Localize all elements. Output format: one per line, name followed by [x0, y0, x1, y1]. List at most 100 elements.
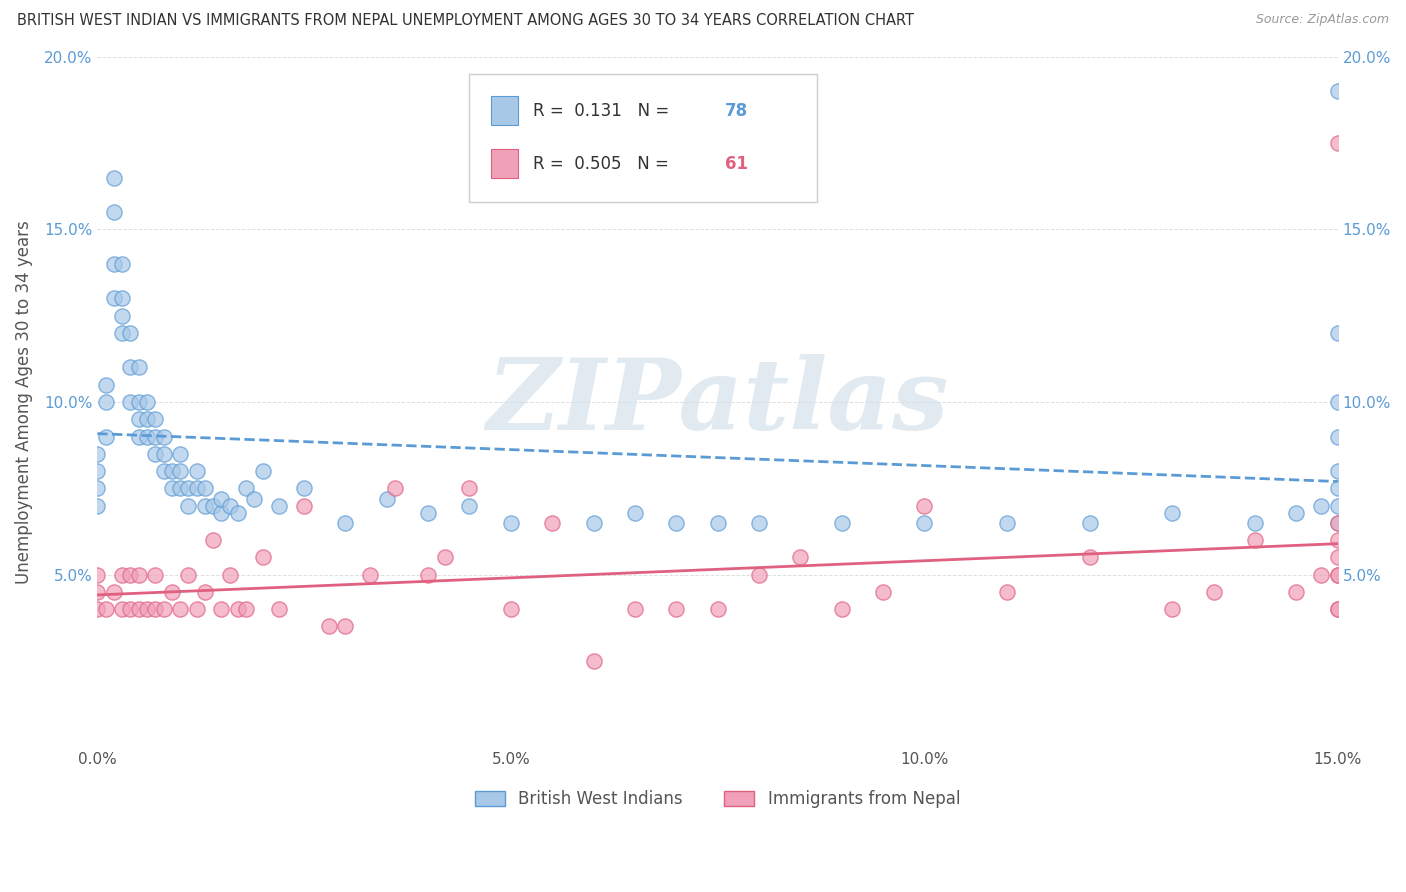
Point — [128, 395, 150, 409]
Point — [1326, 429, 1348, 443]
Point — [226, 506, 249, 520]
Point — [1326, 550, 1348, 565]
Point — [1326, 395, 1348, 409]
Point — [194, 585, 217, 599]
Point — [499, 602, 522, 616]
Point — [665, 516, 688, 530]
Point — [384, 481, 406, 495]
Point — [111, 309, 134, 323]
Point — [218, 567, 240, 582]
Point — [169, 464, 191, 478]
Point — [995, 585, 1018, 599]
Point — [995, 516, 1018, 530]
Point — [789, 550, 811, 565]
Point — [136, 395, 159, 409]
Point — [103, 170, 125, 185]
Point — [243, 491, 266, 506]
Y-axis label: Unemployment Among Ages 30 to 34 years: Unemployment Among Ages 30 to 34 years — [15, 220, 32, 584]
Legend: British West Indians, Immigrants from Nepal: British West Indians, Immigrants from Ne… — [468, 784, 967, 815]
Point — [136, 429, 159, 443]
Point — [103, 292, 125, 306]
Point — [94, 429, 117, 443]
Point — [111, 602, 134, 616]
Point — [111, 326, 134, 340]
Point — [86, 499, 108, 513]
Point — [128, 412, 150, 426]
Point — [1285, 585, 1308, 599]
Point — [1202, 585, 1225, 599]
Point — [152, 602, 174, 616]
Point — [86, 585, 108, 599]
Point — [1326, 567, 1348, 582]
Point — [111, 257, 134, 271]
Point — [136, 412, 159, 426]
Point — [748, 567, 770, 582]
Point — [169, 481, 191, 495]
Bar — [491, 149, 517, 178]
Point — [1244, 533, 1267, 548]
Point — [186, 602, 208, 616]
Point — [252, 550, 274, 565]
Point — [202, 499, 225, 513]
Point — [1326, 326, 1348, 340]
Point — [160, 481, 183, 495]
Point — [202, 533, 225, 548]
Point — [458, 499, 481, 513]
Point — [831, 602, 853, 616]
Point — [748, 516, 770, 530]
Bar — [491, 96, 517, 125]
Point — [359, 567, 381, 582]
Point — [1326, 516, 1348, 530]
Point — [136, 602, 159, 616]
Point — [912, 516, 935, 530]
Point — [120, 326, 142, 340]
Point — [1326, 464, 1348, 478]
Point — [94, 602, 117, 616]
Text: R =  0.505   N =: R = 0.505 N = — [533, 154, 673, 173]
Point — [1326, 533, 1348, 548]
Point — [252, 464, 274, 478]
Text: BRITISH WEST INDIAN VS IMMIGRANTS FROM NEPAL UNEMPLOYMENT AMONG AGES 30 TO 34 YE: BRITISH WEST INDIAN VS IMMIGRANTS FROM N… — [17, 13, 914, 29]
Point — [186, 481, 208, 495]
Point — [177, 499, 200, 513]
Point — [706, 516, 728, 530]
Text: 78: 78 — [725, 102, 748, 120]
Text: 61: 61 — [725, 154, 748, 173]
Point — [1326, 481, 1348, 495]
Point — [160, 585, 183, 599]
Point — [103, 585, 125, 599]
Point — [1326, 84, 1348, 98]
Point — [94, 377, 117, 392]
Point — [143, 412, 166, 426]
Point — [128, 360, 150, 375]
Point — [128, 429, 150, 443]
Point — [1326, 136, 1348, 150]
Point — [177, 481, 200, 495]
Point — [152, 429, 174, 443]
Point — [120, 360, 142, 375]
Point — [152, 447, 174, 461]
Text: ZIPatlas: ZIPatlas — [486, 354, 949, 450]
Point — [706, 602, 728, 616]
Point — [1310, 567, 1333, 582]
Point — [143, 429, 166, 443]
Point — [1310, 499, 1333, 513]
Point — [111, 292, 134, 306]
Point — [177, 567, 200, 582]
Point — [624, 602, 647, 616]
Point — [416, 567, 439, 582]
Point — [143, 602, 166, 616]
Point — [128, 567, 150, 582]
Point — [86, 464, 108, 478]
Point — [111, 567, 134, 582]
Point — [1326, 499, 1348, 513]
Point — [1326, 567, 1348, 582]
Point — [235, 602, 257, 616]
Point — [433, 550, 456, 565]
Point — [458, 481, 481, 495]
Point — [1326, 602, 1348, 616]
Point — [912, 499, 935, 513]
Text: Source: ZipAtlas.com: Source: ZipAtlas.com — [1256, 13, 1389, 27]
Text: R =  0.131   N =: R = 0.131 N = — [533, 102, 675, 120]
Point — [318, 619, 340, 633]
